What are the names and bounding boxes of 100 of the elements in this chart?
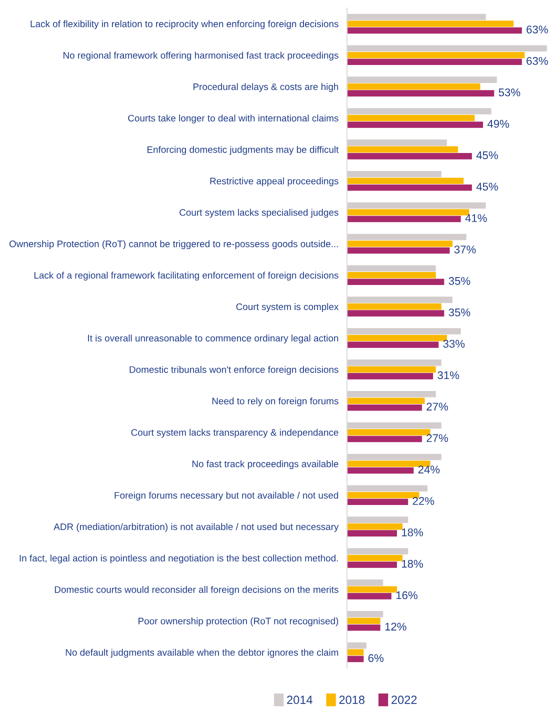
bar: [347, 580, 384, 586]
y-tick-label: Need to rely on foreign forums: [212, 397, 338, 406]
bar: [347, 27, 522, 34]
bar: [347, 209, 470, 216]
data-label: 18%: [402, 528, 423, 536]
bar: [347, 618, 380, 624]
bar: [347, 360, 442, 366]
bar: [347, 436, 422, 442]
y-tick-label: Court system lacks specialised judges: [180, 208, 338, 218]
legend-label: 2022: [392, 696, 417, 704]
bar: [347, 76, 497, 83]
bar: [347, 485, 428, 492]
data-label: 63%: [526, 26, 548, 34]
legend-label: 2014: [287, 696, 312, 704]
data-label: 45%: [476, 151, 498, 160]
y-tick-label: Ownership Protection (RoT) cannot be triggered to re-possess goods outside...: [9, 240, 338, 250]
bar: [347, 240, 452, 247]
bar: [347, 247, 450, 254]
data-label: 6%: [368, 654, 384, 662]
y-tick-label: Foreign forums necessary but not available / not used: [114, 492, 338, 501]
bar: [347, 45, 547, 52]
legend-label: 2018: [339, 696, 364, 704]
bar: [347, 342, 439, 348]
bar: [347, 642, 366, 649]
bar: [347, 52, 525, 58]
data-label: 12%: [385, 622, 406, 631]
data-label: 35%: [448, 277, 470, 285]
data-label: 27%: [426, 402, 448, 411]
bar: [347, 303, 442, 310]
data-label: 53%: [498, 88, 520, 96]
data-label: 35%: [448, 308, 470, 316]
bar: [347, 373, 434, 380]
bar: [347, 170, 442, 178]
bar: [347, 610, 384, 618]
y-tick-label: No default judgments available when the debtor ignores the claim: [66, 648, 338, 658]
bar: [347, 265, 436, 272]
bar: [347, 153, 472, 160]
data-label: 31%: [438, 371, 460, 380]
bar: [347, 498, 408, 506]
y-tick-label: Lack of a regional framework facilitating enforcement of foreign decisions: [34, 272, 338, 281]
data-label: 63%: [526, 57, 548, 65]
bar: [347, 649, 364, 656]
data-label: 37%: [454, 246, 476, 254]
data-label: 24%: [418, 466, 440, 474]
y-tick-label: Procedural delays & costs are high: [194, 83, 338, 92]
bar: [347, 460, 430, 467]
bar: [347, 467, 414, 474]
bar: [347, 83, 480, 90]
bar: [347, 429, 430, 436]
bar: [347, 562, 397, 568]
bar: [347, 234, 466, 240]
bar: [347, 516, 408, 523]
data-label: 18%: [402, 560, 423, 568]
y-tick-label: No fast track proceedings available: [192, 460, 338, 470]
y-tick-label: Domestic tribunals won't enforce foreign decisions: [130, 366, 338, 375]
bar: [347, 554, 403, 562]
bar: [347, 20, 514, 27]
bar: [347, 272, 436, 278]
bar: [347, 184, 472, 191]
bar: [347, 114, 475, 122]
bar: [347, 366, 436, 373]
bar: [347, 140, 447, 146]
y-tick-label: In fact, legal action is pointless and negotiation is the best collection method.: [20, 554, 338, 564]
data-label: 45%: [476, 182, 498, 191]
y-tick-label: Court system is complex: [236, 303, 339, 312]
bar: [347, 548, 408, 554]
bar: [347, 178, 464, 184]
bar: [347, 492, 420, 498]
data-label: 49%: [487, 120, 510, 128]
bar: [347, 296, 452, 303]
bar: [347, 278, 444, 286]
bar: [347, 58, 522, 66]
bar: [347, 530, 397, 536]
bar: [347, 122, 484, 128]
data-label: 41%: [465, 214, 487, 222]
y-tick-label: It is overall unreasonable to commence ordinary legal action: [88, 334, 338, 344]
y-tick-label: Restrictive appeal proceedings: [210, 177, 338, 186]
y-tick-label: ADR (mediation/arbitration) is not available / not used but necessary: [54, 523, 339, 532]
y-tick-label: Courts take longer to deal with international claims: [128, 114, 338, 124]
bar: [347, 624, 380, 631]
data-label: 16%: [396, 591, 418, 600]
bar: [347, 14, 486, 20]
bar: [347, 108, 492, 114]
bar: [347, 328, 461, 334]
bar: [347, 310, 444, 316]
bar: [347, 593, 392, 600]
y-tick-label: Poor ownership protection (RoT not recognised): [138, 617, 338, 626]
y-tick-label: Enforcing domestic judgments may be difficult: [147, 146, 339, 155]
bar: [347, 422, 442, 429]
bar: [347, 390, 436, 398]
bar: [347, 656, 364, 662]
bar: [347, 334, 447, 342]
data-label: 27%: [426, 434, 448, 442]
bar: [347, 586, 397, 593]
bar: [347, 90, 494, 96]
y-tick-label: Court system lacks transparency & independance: [131, 428, 338, 438]
y-tick-label: Domestic courts would reconsider all foreign decisions on the merits: [54, 586, 338, 595]
bar: [347, 216, 461, 222]
bar: [347, 146, 458, 153]
data-label: 22%: [412, 497, 434, 505]
